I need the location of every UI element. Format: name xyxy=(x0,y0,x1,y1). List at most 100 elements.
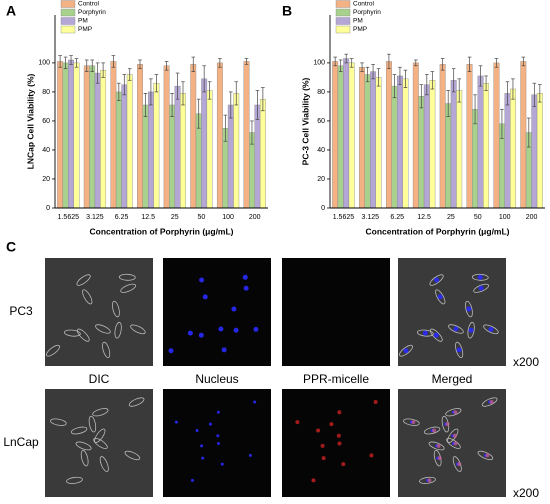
bar xyxy=(531,94,538,209)
x-tick-label: 50 xyxy=(198,214,206,221)
micelle xyxy=(311,478,316,483)
panel-label: C xyxy=(6,239,16,255)
cell xyxy=(80,449,89,467)
cell xyxy=(64,329,81,337)
error-bar xyxy=(532,82,537,107)
nucleus xyxy=(220,462,224,466)
bar xyxy=(370,71,377,209)
bar xyxy=(450,80,457,209)
bar xyxy=(169,104,176,209)
bar xyxy=(137,64,143,209)
cell xyxy=(46,344,60,357)
error-bar xyxy=(451,68,456,93)
row-label: PC3 xyxy=(9,304,33,318)
cell xyxy=(446,437,461,449)
cell xyxy=(50,418,67,426)
bar xyxy=(89,65,96,209)
bar xyxy=(385,61,392,209)
error-bar xyxy=(228,91,233,119)
legend-label: PMP xyxy=(78,26,92,33)
nucleus xyxy=(216,434,220,438)
cell xyxy=(417,329,434,337)
x-tick-label: 50 xyxy=(474,214,482,221)
error-bar xyxy=(398,66,402,86)
micelle xyxy=(336,433,341,438)
column-label: Nucleus xyxy=(195,372,238,386)
image-bg xyxy=(45,389,153,497)
micelle xyxy=(445,422,450,427)
legend-swatch xyxy=(60,25,76,34)
bar xyxy=(115,91,122,209)
bar xyxy=(332,61,339,209)
nucleus xyxy=(433,332,439,338)
bar xyxy=(337,65,344,209)
micrograph xyxy=(45,389,153,497)
x-tick-label: 3.125 xyxy=(362,214,380,221)
error-bar xyxy=(111,55,116,68)
nucleus xyxy=(199,277,205,283)
nucleus xyxy=(221,347,227,353)
image-bg xyxy=(398,389,506,497)
bar xyxy=(429,80,436,209)
nucleus xyxy=(216,410,220,414)
bar xyxy=(243,61,250,209)
bar xyxy=(216,62,223,209)
bar xyxy=(121,84,128,209)
error-bar xyxy=(90,59,95,72)
legend-label: Control xyxy=(353,1,375,8)
legend-label: PM xyxy=(353,18,363,25)
nucleus xyxy=(168,348,174,354)
micelle xyxy=(427,478,432,483)
error-bar xyxy=(440,58,445,71)
y-tick-label: 0 xyxy=(321,205,325,212)
legend-label: Porphyrin xyxy=(353,9,381,16)
error-bar xyxy=(403,69,408,88)
cell xyxy=(429,328,443,342)
y-tick-label: 80 xyxy=(42,89,50,96)
bar xyxy=(163,65,170,209)
y-tick-label: 60 xyxy=(317,118,325,125)
bar xyxy=(466,64,473,209)
bar xyxy=(445,103,452,209)
y-tick-label: 40 xyxy=(317,147,325,154)
cell xyxy=(455,341,464,359)
y-tick-label: 80 xyxy=(317,89,325,96)
legend-swatch xyxy=(335,17,351,25)
nucleus xyxy=(202,294,208,300)
error-bar xyxy=(95,62,100,84)
cell xyxy=(419,476,436,484)
error-bar xyxy=(360,62,364,72)
bar xyxy=(142,104,149,209)
error-bar xyxy=(473,94,477,125)
row-label: LnCap xyxy=(3,435,39,449)
nucleus xyxy=(453,326,459,332)
bar xyxy=(364,74,371,209)
nucleus xyxy=(478,285,484,291)
error-bar xyxy=(467,56,472,72)
column-label: Merged xyxy=(432,372,473,386)
error-bar xyxy=(392,74,397,99)
error-bar xyxy=(511,78,515,100)
magnification: x200 xyxy=(513,486,539,500)
error-bar xyxy=(527,117,531,148)
x-tick-label: 1.5625 xyxy=(58,214,80,221)
micelle xyxy=(437,456,442,461)
bar xyxy=(153,83,160,209)
micelle xyxy=(320,443,325,448)
bar xyxy=(375,77,382,209)
error-bar xyxy=(127,68,132,81)
x-tick-label: 12.5 xyxy=(141,214,155,221)
error-bar xyxy=(376,68,381,87)
micelle xyxy=(457,462,462,467)
image-bg xyxy=(163,258,271,366)
y-tick-label: 100 xyxy=(313,60,325,67)
micrograph xyxy=(45,258,153,366)
nucleus xyxy=(243,285,249,291)
bar xyxy=(190,64,197,209)
error-bar xyxy=(250,120,254,145)
cell xyxy=(448,324,464,334)
nucleus xyxy=(488,326,494,332)
bar xyxy=(439,64,446,209)
error-bar xyxy=(154,74,159,93)
cell xyxy=(95,324,111,334)
